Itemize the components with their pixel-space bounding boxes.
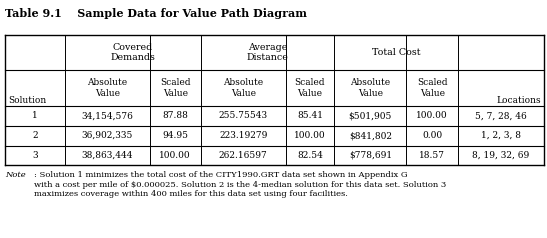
Text: : Solution 1 minimizes the total cost of the CITY1990.GRT data set shown in Appe: : Solution 1 minimizes the total cost of… [34,171,447,198]
Text: 34,154,576: 34,154,576 [82,111,133,120]
Text: 87.88: 87.88 [162,111,188,120]
Text: Absolute
Value: Absolute Value [87,78,127,98]
Text: Note: Note [5,171,26,179]
Text: 3: 3 [32,151,38,160]
Text: 1: 1 [32,111,38,120]
Text: $501,905: $501,905 [349,111,392,120]
Text: 1, 2, 3, 8: 1, 2, 3, 8 [481,131,521,140]
Text: Locations: Locations [497,96,542,104]
Text: Scaled
Value: Scaled Value [160,78,190,98]
Text: 5, 7, 28, 46: 5, 7, 28, 46 [475,111,527,120]
Text: Solution: Solution [8,96,46,104]
Text: Covered
Demands: Covered Demands [110,43,155,62]
Text: Scaled
Value: Scaled Value [295,78,325,98]
Text: 94.95: 94.95 [162,131,188,140]
Text: Scaled
Value: Scaled Value [417,78,447,98]
Text: 36,902,335: 36,902,335 [82,131,133,140]
Text: 100.00: 100.00 [294,131,326,140]
Text: 100.00: 100.00 [159,151,191,160]
Text: 262.16597: 262.16597 [219,151,267,160]
Text: Total Cost: Total Cost [372,48,420,57]
Text: 2: 2 [32,131,38,140]
Text: 100.00: 100.00 [416,111,448,120]
Text: Absolute
Value: Absolute Value [223,78,263,98]
Text: $841,802: $841,802 [349,131,392,140]
Text: 38,863,444: 38,863,444 [82,151,133,160]
Text: 223.19279: 223.19279 [219,131,267,140]
Text: 82.54: 82.54 [297,151,323,160]
Text: Table 9.1    Sample Data for Value Path Diagram: Table 9.1 Sample Data for Value Path Dia… [5,8,307,19]
Text: 8, 19, 32, 69: 8, 19, 32, 69 [473,151,529,160]
Text: $778,691: $778,691 [349,151,392,160]
Text: 18.57: 18.57 [419,151,445,160]
Text: 255.75543: 255.75543 [219,111,268,120]
Text: Average
Distance: Average Distance [247,43,289,62]
Text: 85.41: 85.41 [297,111,323,120]
Text: Absolute
Value: Absolute Value [350,78,391,98]
Text: 0.00: 0.00 [422,131,442,140]
